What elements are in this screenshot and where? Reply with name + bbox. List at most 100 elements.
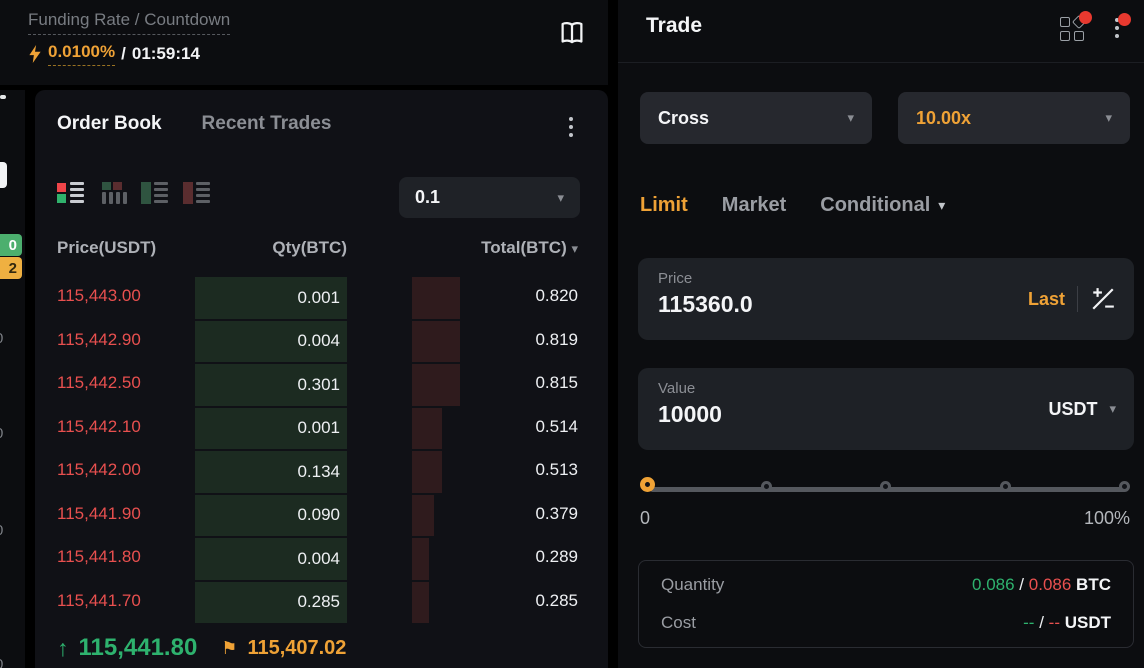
- ask-qty-cell[interactable]: 0.001: [195, 407, 347, 449]
- ask-total: 0.514: [535, 416, 578, 436]
- chart-axis-handle: [0, 162, 7, 188]
- value-input-box[interactable]: Value 10000 USDT ▾: [638, 368, 1134, 450]
- ask-qty: 0.285: [297, 592, 340, 612]
- mark-price[interactable]: 115,407.02: [247, 636, 347, 659]
- use-last-price-button[interactable]: Last: [1027, 288, 1065, 309]
- ask-qty: 0.004: [297, 548, 340, 568]
- divider: [618, 62, 1144, 63]
- ask-price[interactable]: 115,442.50: [57, 373, 141, 392]
- column-header-total[interactable]: Total(BTC) ▾: [481, 238, 578, 257]
- orderbook-ask-row[interactable]: 115,441.80 0.004 0.289: [35, 537, 608, 581]
- order-size-slider[interactable]: 0 100%: [640, 470, 1130, 530]
- chevron-down-icon: ▾: [557, 189, 564, 205]
- chart-panel-edge: 0 2 0 0 0 0: [0, 90, 25, 668]
- ask-price[interactable]: 115,441.80: [57, 547, 141, 566]
- quantity-values: 0.086 / 0.086 BTC: [972, 575, 1111, 594]
- order-book-column-headers: Price(USDT) Qty(BTC) Total(BTC) ▾: [35, 238, 608, 260]
- depth-bar: [412, 581, 429, 623]
- chevron-down-icon: ▾: [1105, 110, 1112, 125]
- column-header-price: Price(USDT): [57, 238, 157, 257]
- order-book-menu-icon[interactable]: [569, 117, 573, 137]
- chart-badge-amber: 2: [0, 257, 22, 279]
- divider: [1077, 286, 1078, 312]
- slider-step-100[interactable]: [1119, 481, 1130, 492]
- ask-price[interactable]: 115,442.10: [57, 416, 141, 436]
- sort-caret-icon: ▾: [571, 241, 578, 256]
- value-field-value[interactable]: 10000: [658, 401, 722, 427]
- slider-max-label: 100%: [1083, 508, 1130, 528]
- ask-price[interactable]: 115,442.90: [57, 329, 141, 349]
- orderbook-ask-row[interactable]: 115,442.00 0.134 0.513: [35, 450, 608, 494]
- arrow-up-icon: ↑: [57, 634, 69, 661]
- ask-qty-cell[interactable]: 0.090: [195, 494, 347, 536]
- tab-order-book[interactable]: Order Book: [57, 113, 162, 134]
- ask-qty-cell[interactable]: 0.134: [195, 451, 347, 493]
- plus-minus-stepper-icon[interactable]: [1090, 286, 1116, 312]
- orderbook-ask-row[interactable]: 115,443.00 0.001 0.820: [35, 276, 608, 320]
- tab-conditional[interactable]: Conditional ▾: [820, 194, 946, 216]
- tab-recent-trades[interactable]: Recent Trades: [201, 113, 332, 134]
- price-input-box[interactable]: Price 115360.0 Last: [638, 258, 1134, 340]
- funding-separator: /: [121, 44, 126, 63]
- ask-qty: 0.301: [297, 374, 340, 394]
- chevron-down-icon[interactable]: ▾: [1109, 401, 1116, 416]
- order-summary-box: Quantity 0.086 / 0.086 BTC Cost -- / -- …: [638, 560, 1134, 648]
- ask-total: 0.513: [535, 460, 578, 479]
- slider-step-25[interactable]: [761, 481, 772, 492]
- view-mode-bids-icon[interactable]: [141, 182, 168, 204]
- last-price-row: ↑ 115,441.80 ⚑ 115,407.02: [57, 634, 346, 662]
- tab-limit[interactable]: Limit: [640, 194, 688, 216]
- depth-bar: [412, 277, 460, 319]
- clipped-axis-label: 0: [0, 522, 3, 539]
- column-header-qty: Qty(BTC): [272, 238, 347, 257]
- ask-total: 0.819: [535, 329, 578, 349]
- ask-total: 0.285: [535, 590, 578, 610]
- ask-price[interactable]: 115,443.00: [57, 286, 141, 305]
- cost-values: -- / -- USDT: [1023, 613, 1111, 632]
- view-mode-depth-icon[interactable]: [99, 182, 127, 204]
- slider-handle[interactable]: [640, 477, 655, 492]
- orderbook-ask-row[interactable]: 115,442.50 0.301 0.815: [35, 363, 608, 407]
- view-mode-asks-icon[interactable]: [183, 182, 210, 204]
- trade-panel-title: Trade: [646, 14, 703, 37]
- ask-qty-cell[interactable]: 0.004: [195, 320, 347, 362]
- ask-qty-cell[interactable]: 0.285: [195, 581, 347, 623]
- funding-rate-value[interactable]: 0.0100%: [48, 42, 116, 66]
- ask-qty: 0.090: [297, 505, 340, 525]
- orderbook-ask-row[interactable]: 115,441.70 0.285 0.285: [35, 581, 608, 625]
- ask-qty-cell[interactable]: 0.004: [195, 538, 347, 580]
- funding-countdown: 01:59:14: [131, 44, 200, 63]
- trade-panel: Trade Cross ▾ 10.00x ▾ Limit Market Cond…: [618, 0, 1144, 668]
- open-book-icon[interactable]: [557, 17, 587, 54]
- margin-mode-dropdown[interactable]: Cross ▾: [640, 92, 872, 144]
- ask-qty-cell[interactable]: 0.001: [195, 277, 347, 319]
- clipped-axis-label: 0: [0, 425, 3, 442]
- ask-price[interactable]: 115,441.70: [57, 590, 141, 610]
- leverage-dropdown[interactable]: 10.00x ▾: [898, 92, 1130, 144]
- slider-step-75[interactable]: [1000, 481, 1011, 492]
- quantity-row: Quantity 0.086 / 0.086 BTC: [661, 575, 1111, 595]
- clipped-axis-label: 0: [0, 656, 3, 668]
- ask-price[interactable]: 115,441.90: [57, 503, 141, 523]
- last-traded-price[interactable]: 115,441.80: [78, 634, 198, 661]
- price-field-value[interactable]: 115360.0: [658, 291, 753, 317]
- view-mode-both-icon[interactable]: [57, 182, 84, 204]
- notification-dot: [1118, 13, 1131, 26]
- margin-mode-value: Cross: [658, 107, 710, 128]
- precision-dropdown[interactable]: 0.1 ▾: [399, 177, 580, 218]
- cost-row: Cost -- / -- USDT: [661, 613, 1111, 633]
- funding-rate-title: Funding Rate / Countdown: [28, 10, 231, 35]
- layout-grid-icon[interactable]: [1058, 11, 1092, 45]
- orderbook-ask-row[interactable]: 115,442.10 0.001 0.514: [35, 407, 608, 451]
- ask-qty-cell[interactable]: 0.301: [195, 364, 347, 406]
- slider-step-50[interactable]: [880, 481, 891, 492]
- trade-menu-icon[interactable]: [1115, 13, 1131, 38]
- ask-qty: 0.001: [297, 287, 340, 307]
- leverage-value: 10.00x: [916, 107, 972, 128]
- ask-price[interactable]: 115,442.00: [57, 460, 141, 479]
- orderbook-ask-row[interactable]: 115,442.90 0.004 0.819: [35, 320, 608, 364]
- chevron-down-icon: ▾: [938, 197, 946, 213]
- depth-bar: [412, 320, 460, 362]
- orderbook-ask-row[interactable]: 115,441.90 0.090 0.379: [35, 494, 608, 538]
- tab-market[interactable]: Market: [721, 194, 787, 216]
